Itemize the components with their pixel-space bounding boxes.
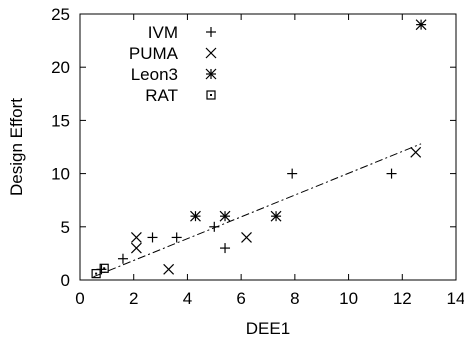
x-tick-label: 10 bbox=[339, 289, 358, 308]
y-axis-title: Design Effort bbox=[7, 98, 26, 196]
data-point-puma bbox=[410, 146, 422, 158]
legend-label: RAT bbox=[145, 86, 178, 105]
x-tick-label: 14 bbox=[447, 289, 464, 308]
legend-label: IVM bbox=[148, 23, 178, 42]
legend-marker-rat bbox=[206, 90, 216, 100]
data-point-ivm bbox=[386, 168, 397, 179]
x-tick-label: 8 bbox=[290, 289, 299, 308]
y-tick-label: 15 bbox=[51, 111, 70, 130]
legend: IVM PUMA Leon3 RAT bbox=[129, 23, 217, 105]
x-tick-label: 4 bbox=[183, 289, 192, 308]
data-point-ivm bbox=[287, 168, 298, 179]
x-axis-title: DEE1 bbox=[246, 319, 290, 338]
plot-frame bbox=[79, 13, 457, 281]
data-point-puma bbox=[130, 232, 142, 243]
data-point-puma bbox=[241, 232, 252, 243]
data-point-ivm bbox=[117, 253, 128, 264]
legend-marker-ivm bbox=[206, 27, 216, 37]
data-point-ivm bbox=[171, 232, 182, 243]
data-point-leon3 bbox=[415, 19, 427, 31]
data-point-ivm bbox=[209, 221, 220, 232]
data-point-puma bbox=[130, 242, 142, 254]
axis-ticks: 0 2 4 6 8 10 12 14 0 5 10 15 20 25 bbox=[51, 5, 464, 308]
x-tick-label: 2 bbox=[129, 289, 138, 308]
y-tick-label: 20 bbox=[51, 58, 70, 77]
legend-marker-leon3 bbox=[205, 68, 217, 80]
data-point-leon3 bbox=[219, 210, 231, 222]
legend-label: PUMA bbox=[129, 44, 179, 63]
x-tick-label: 12 bbox=[393, 289, 412, 308]
y-tick-label: 5 bbox=[61, 218, 70, 237]
x-tick-label: 6 bbox=[236, 289, 245, 308]
legend-label: Leon3 bbox=[131, 65, 178, 84]
data-point-ivm bbox=[220, 243, 231, 254]
data-point-rat bbox=[99, 263, 109, 273]
data-point-rat bbox=[91, 269, 101, 279]
y-tick-label: 25 bbox=[51, 5, 70, 24]
fit-line-layer bbox=[93, 143, 422, 278]
y-tick-label: 0 bbox=[61, 271, 70, 290]
data-point-ivm bbox=[147, 232, 158, 243]
x-tick-label: 0 bbox=[75, 289, 84, 308]
data-point-puma bbox=[163, 263, 175, 275]
data-points bbox=[91, 19, 427, 279]
y-tick-label: 10 bbox=[51, 165, 70, 184]
trend-line bbox=[93, 143, 422, 278]
data-point-leon3 bbox=[270, 210, 282, 222]
data-point-leon3 bbox=[190, 210, 201, 222]
legend-marker-puma bbox=[205, 47, 217, 59]
